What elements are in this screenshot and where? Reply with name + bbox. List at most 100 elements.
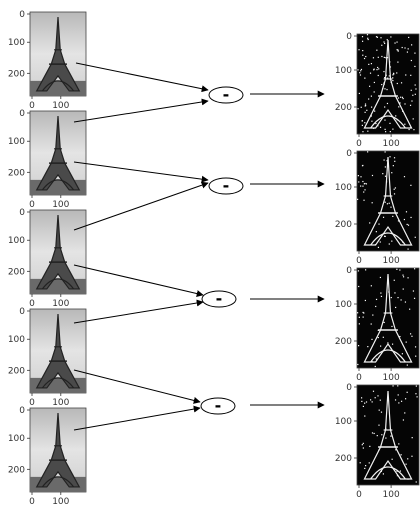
noise-speck: [370, 63, 373, 65]
noise-speck: [357, 198, 359, 200]
noise-speck: [415, 385, 417, 387]
noise-speck: [376, 69, 378, 71]
noise-speck: [367, 151, 369, 153]
noise-speck: [372, 57, 375, 59]
noise-speck: [386, 57, 389, 59]
noise-speck: [392, 165, 394, 167]
noise-speck: [371, 401, 373, 403]
tower-silhouette: [363, 390, 413, 480]
noise-speck: [379, 399, 381, 401]
input-arrow: [73, 264, 204, 297]
minus-sign: -: [216, 289, 223, 308]
y-tick-label: 100: [335, 300, 352, 310]
noise-speck: [384, 106, 386, 108]
noise-speck: [381, 44, 383, 46]
noise-speck: [370, 399, 372, 401]
input-arrow: [73, 405, 201, 431]
noise-speck: [399, 470, 401, 472]
noise-speck: [411, 100, 413, 102]
noise-speck: [402, 419, 405, 421]
noise-speck: [384, 77, 386, 79]
noise-speck: [389, 66, 392, 68]
y-tick-label: 200: [335, 103, 352, 113]
subtract-ellipse: [200, 397, 236, 415]
noise-speck: [392, 74, 394, 76]
noise-speck: [398, 106, 400, 108]
noise-speck: [414, 65, 416, 68]
subtract-node-2: -: [208, 176, 244, 195]
noise-speck: [391, 172, 393, 174]
noise-speck: [377, 246, 380, 248]
noise-speck: [383, 321, 385, 324]
noise-speck: [358, 316, 360, 318]
noise-speck: [374, 397, 376, 399]
noise-speck: [364, 103, 367, 105]
noise-speck: [380, 411, 383, 413]
noise-speck: [376, 435, 378, 437]
noise-speck: [357, 175, 360, 177]
noise-speck: [384, 119, 386, 121]
noise-speck: [411, 44, 413, 46]
noise-speck: [359, 462, 361, 464]
noise-speck: [399, 335, 401, 338]
x-tick-label: 0: [29, 497, 35, 507]
tower-silhouette: [363, 39, 413, 129]
noise-speck: [379, 241, 381, 243]
noise-speck: [414, 84, 416, 86]
noise-speck: [377, 336, 379, 339]
tower-arch: [41, 476, 75, 488]
noise-speck: [409, 104, 412, 106]
noise-speck: [386, 160, 388, 162]
noise-speck: [370, 106, 373, 108]
noise-speck: [405, 74, 407, 76]
noise-speck: [376, 49, 378, 51]
noise-speck: [365, 465, 367, 467]
noise-speck: [384, 201, 386, 203]
noise-speck: [360, 68, 363, 71]
y-tick-label: 200: [8, 168, 25, 178]
noise-speck: [363, 199, 365, 201]
noise-speck: [382, 216, 385, 218]
x-tick-label: 0: [356, 373, 362, 383]
noise-speck: [394, 42, 396, 44]
noise-speck: [389, 156, 391, 158]
noise-speck: [412, 94, 414, 96]
noise-speck: [392, 72, 395, 74]
noise-speck: [373, 69, 375, 71]
noise-speck: [387, 77, 389, 79]
noise-speck: [400, 454, 402, 456]
difference-image: [356, 33, 420, 135]
y-tick-label: 200: [335, 337, 352, 347]
noise-speck: [394, 292, 396, 294]
noise-speck: [367, 37, 369, 39]
noise-speck: [370, 323, 372, 325]
noise-speck: [373, 432, 375, 435]
noise-speck: [415, 355, 417, 357]
noise-speck: [361, 120, 363, 122]
x-tick-label: 100: [383, 256, 400, 266]
noise-speck: [369, 72, 372, 74]
noise-speck: [404, 103, 406, 105]
noise-speck: [391, 458, 393, 460]
noise-speck: [384, 128, 386, 130]
noise-speck: [401, 96, 404, 98]
noise-speck: [390, 36, 392, 38]
tower-silhouette: [363, 156, 413, 246]
noise-speck: [407, 277, 409, 279]
x-tick-label: 0: [356, 139, 362, 149]
noise-speck: [392, 128, 394, 130]
noise-speck: [400, 82, 403, 84]
subtract-ellipse: [208, 86, 244, 104]
noise-speck: [368, 98, 370, 100]
noise-speck: [404, 301, 407, 303]
noise-speck: [361, 40, 364, 42]
noise-speck: [385, 131, 387, 133]
x-tick-label: 100: [52, 497, 69, 507]
noise-speck: [399, 269, 401, 271]
minus-sign: -: [223, 85, 230, 104]
noise-speck: [397, 61, 399, 63]
y-tick-label: 100: [335, 183, 352, 193]
noise-speck: [381, 83, 383, 86]
noise-speck: [363, 191, 365, 193]
noise-speck: [402, 288, 404, 290]
